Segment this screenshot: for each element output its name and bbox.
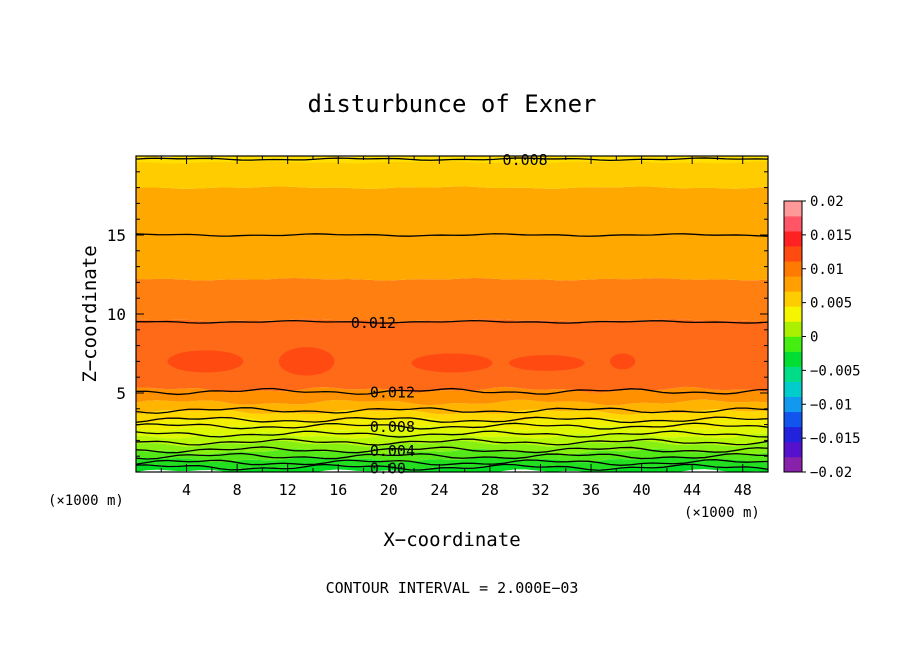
x-tick-label: 48 [734,481,752,499]
x-tick-label: 8 [233,481,242,499]
contour-label: 0.012 [370,383,415,401]
colorbar-tick-label: 0.005 [810,296,852,312]
colorbar-tick-label: −0.005 [810,363,861,379]
x-tick-label: 16 [329,481,347,499]
maximum-cells [167,347,636,376]
x-tick-label: 28 [481,481,499,499]
contour-line [136,446,768,454]
max-cell [278,347,335,376]
contour-line [136,233,768,237]
colorbar-swatch [784,306,802,322]
colorbar-swatch [784,291,802,307]
colorbar-swatch [784,411,802,428]
contour-line [136,387,768,396]
x-tick-label: 40 [633,481,651,499]
x-unit-label-left: (×1000 m) [48,493,124,509]
colorbar-swatch [784,396,802,413]
contour-band [136,448,768,463]
y-axis-label: Z−coordinate [79,245,101,382]
contour-interval-note: CONTOUR INTERVAL = 2.000E−03 [326,579,579,597]
colorbar-swatch [784,426,802,443]
contour-line [136,438,768,446]
max-cell [610,353,636,370]
y-tick-label: 15 [107,226,126,245]
contour-label: 0.004 [370,442,415,460]
contour-band [136,399,768,415]
x-tick-label: 32 [531,481,549,499]
x-tick-label: 24 [430,481,448,499]
chart-title: disturbunce of Exner [308,90,597,118]
contour-line [136,430,768,438]
colorbar-tick-label: −0.015 [810,431,861,447]
colorbar-swatch [784,261,802,277]
contour-label: 0.008 [370,418,415,436]
contour-line [136,459,768,466]
contour-line [136,463,768,471]
colorbar-tick-label: 0.015 [810,228,852,244]
contour-label: 0.00 [370,459,406,477]
filled-contour-bands [136,156,768,472]
colorbar-swatch [784,336,802,352]
x-axis-label: X−coordinate [383,529,520,551]
contour-line [136,157,768,162]
colorbar-swatch [784,231,802,247]
colorbar-tick-label: 0.02 [810,194,844,210]
colorbar-swatch [784,441,802,458]
x-unit-label-right: (×1000 m) [684,505,760,521]
x-tick-label: 20 [380,481,398,499]
max-cell [411,353,493,373]
x-axis-ticks: 4 8 12 16 20 24 28 32 36 40 44 48 [160,156,752,499]
colorbar: 0.02 0.015 0.01 0.005 0 −0.005 −0.01 −0.015 −0.0… [783,194,861,481]
colorbar-swatch [784,201,802,217]
max-cell [508,355,585,371]
colorbar-swatch [784,216,802,232]
x-tick-label: 44 [683,481,701,499]
y-tick-label: 10 [107,305,126,324]
colorbar-tick-label: 0 [810,330,818,346]
colorbar-swatch [784,246,802,262]
contour-line [136,416,768,424]
max-cell [167,350,244,373]
contour-band [136,432,768,447]
colorbar-swatch [784,276,802,292]
x-tick-label: 36 [582,481,600,499]
contour-band [136,456,768,470]
y-axis-ticks: 5 10 15 [107,171,768,457]
contour-band [136,409,768,423]
colorbar-tick-label: 0.01 [810,262,844,278]
contour-band [136,156,768,189]
colorbar-tick-label: −0.02 [810,465,852,481]
colorbar-swatch [784,366,802,382]
colorbar-swatch [784,456,802,473]
x-tick-label: 12 [279,481,297,499]
contour-line [136,407,768,414]
contour-line [136,422,768,430]
contour-lines [136,157,768,471]
x-tick-label: 4 [182,481,191,499]
colorbar-swatch [784,351,802,367]
y-tick-label: 5 [116,384,126,403]
colorbar-swatch [784,321,802,337]
colorbar-tick-label: −0.01 [810,397,852,413]
contour-line [136,452,768,460]
contour-band [136,277,768,322]
contour-band [136,186,768,281]
contour-label: 0.012 [351,314,396,332]
contour-line [136,319,768,324]
colorbar-swatch [784,381,802,398]
